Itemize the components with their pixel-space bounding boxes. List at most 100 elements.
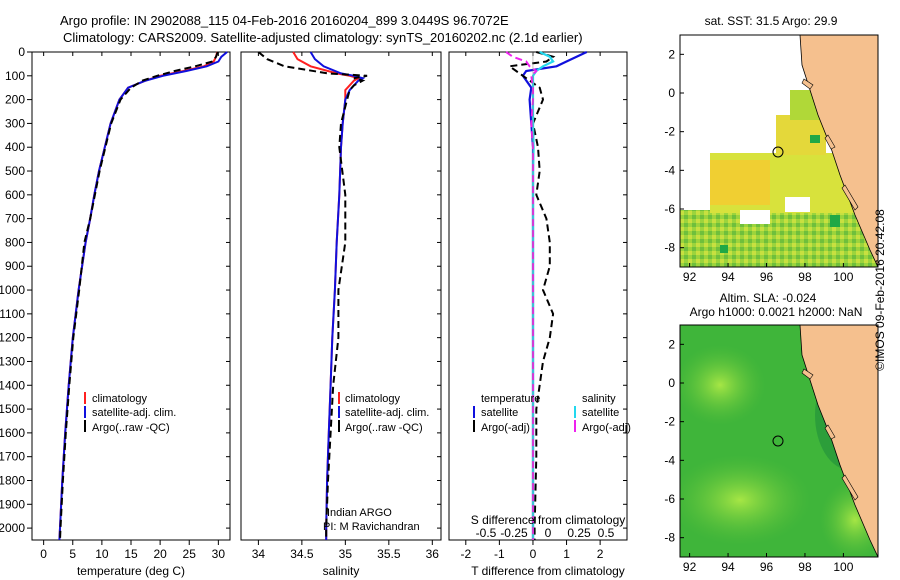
x-tick-label: 2 bbox=[597, 547, 604, 561]
x-tick-label: 35 bbox=[339, 547, 353, 561]
difference-xaxis: -2 -1 0 1 2 bbox=[460, 52, 604, 561]
salinity-panel: 34 34.5 35 35.5 36 salinity climatology sate… bbox=[240, 51, 442, 578]
temperature-plot-frame bbox=[31, 51, 231, 541]
legend2-satellite-label: satellite-adj. clim. bbox=[345, 407, 429, 419]
temperature-xaxis: 0 5 10 15 20 25 30 bbox=[40, 52, 225, 561]
difference-series bbox=[505, 51, 588, 540]
difference-xlabel: T difference from climatology bbox=[471, 564, 625, 578]
temperature-legend: climatology satellite-adj. clim. Argo(..… bbox=[84, 392, 176, 434]
depth-tick-label: 1600 bbox=[0, 426, 25, 440]
imos-watermark: ©IMOS 09-Feb-2016 20:42:08 bbox=[873, 209, 887, 371]
legend3-sal-argo-label: Argo(-adj) bbox=[582, 422, 631, 434]
x-tick-label: 0 bbox=[530, 547, 537, 561]
depth-tick-label: 2000 bbox=[0, 521, 25, 535]
legend2-argo-label: Argo(..raw -QC) bbox=[345, 422, 423, 434]
x-tick-label: 0 bbox=[40, 547, 47, 561]
legend-satellite-label: satellite-adj. clim. bbox=[92, 407, 176, 419]
sst-patch-green3 bbox=[720, 245, 728, 253]
legend2-climatology-label: climatology bbox=[345, 393, 401, 405]
depth-tick-label: 1700 bbox=[0, 450, 25, 464]
lat-tick-label: -4 bbox=[664, 163, 675, 177]
sla-field-blob3 bbox=[680, 345, 765, 425]
depth-tick-label: 1100 bbox=[0, 307, 25, 321]
sst-island-mentawai bbox=[841, 184, 859, 211]
sla-map-title2: Argo h1000: 0.0021 h2000: NaN bbox=[690, 305, 863, 319]
sla-map: Altim. SLA: -0.024 Argo h1000: 0.0021 h2… bbox=[664, 291, 879, 574]
sst-patch-green1 bbox=[810, 135, 820, 143]
lat-tick-label: 0 bbox=[668, 86, 675, 100]
lat-tick-label: -8 bbox=[664, 241, 675, 255]
depth-tick-label: 400 bbox=[5, 140, 25, 154]
series-line-satellite-adj-clim- bbox=[309, 51, 366, 540]
temperature-panel: 0100200300400500600700800900100011001200… bbox=[0, 45, 627, 578]
series-line-argo-raw-qc- bbox=[257, 51, 368, 540]
series-line-climatology bbox=[58, 51, 219, 541]
lon-tick-label: 98 bbox=[798, 560, 812, 574]
credit-line2: PI: M Ravichandran bbox=[323, 521, 420, 533]
lon-tick-label: 92 bbox=[683, 270, 697, 284]
x-tick-label: 36 bbox=[426, 547, 440, 561]
lon-tick-label: 94 bbox=[721, 560, 735, 574]
sst-map-title: sat. SST: 31.5 Argo: 29.9 bbox=[705, 14, 838, 28]
sla-map-frame bbox=[679, 324, 879, 558]
x-tick-label: 5 bbox=[69, 547, 76, 561]
depth-tick-label: 900 bbox=[5, 259, 25, 273]
legend3-temp-satellite-label: satellite bbox=[481, 407, 518, 419]
depth-tick-label: 1800 bbox=[0, 473, 25, 487]
s-diff-tick-label: 0.25 bbox=[567, 526, 591, 540]
difference-legend: temperature satellite Argo(-adj) salinit… bbox=[473, 393, 631, 434]
sla-map-axes: 2 0 -2 -4 -6 -8 92 94 96 98 100 bbox=[664, 337, 853, 574]
lon-tick-label: 94 bbox=[721, 270, 735, 284]
difference-plot-frame bbox=[448, 51, 628, 541]
sst-gap1 bbox=[740, 210, 770, 224]
legend3-temp-argo-label: Argo(-adj) bbox=[481, 422, 530, 434]
x-tick-label: -2 bbox=[460, 547, 471, 561]
salinity-difference-ticks: -0.5 -0.25 0 0.25 0.5 bbox=[476, 526, 615, 540]
temperature-xlabel: temperature (deg C) bbox=[77, 564, 185, 578]
x-tick-label: 10 bbox=[95, 547, 109, 561]
lat-tick-label: -8 bbox=[664, 531, 675, 545]
series-line-climatology bbox=[292, 51, 362, 540]
lon-tick-label: 92 bbox=[683, 560, 697, 574]
lat-tick-label: -6 bbox=[664, 202, 675, 216]
sla-field-blob1 bbox=[680, 455, 810, 545]
x-tick-label: 34.5 bbox=[290, 547, 314, 561]
depth-tick-label: 200 bbox=[5, 93, 25, 107]
depth-tick-label: 100 bbox=[5, 69, 25, 83]
series-line-temperature-argo-adj- bbox=[506, 51, 556, 540]
series-line-satellite-adj-clim- bbox=[58, 51, 228, 541]
series-line-argo-raw-qc- bbox=[59, 51, 219, 541]
s-diff-tick-label: -0.25 bbox=[500, 526, 528, 540]
x-tick-label: 30 bbox=[212, 547, 226, 561]
legend3-sal-satellite-label: satellite bbox=[582, 407, 619, 419]
lon-tick-label: 96 bbox=[760, 270, 774, 284]
legend-climatology-label: climatology bbox=[92, 393, 148, 405]
salinity-plot-frame bbox=[240, 51, 442, 541]
lon-tick-label: 98 bbox=[798, 270, 812, 284]
legend3-salinity-heading: salinity bbox=[582, 393, 616, 405]
sst-argo-position-marker bbox=[772, 146, 784, 158]
header-line1: Argo profile: IN 2902088_115 04-Feb-2016… bbox=[60, 13, 509, 28]
difference-panel: -2 -1 0 1 2 T difference from climatology S … bbox=[448, 51, 631, 578]
sst-map: sat. SST: 31.5 Argo: 29.9 20-2-4-6-89 bbox=[664, 14, 879, 284]
depth-tick-label: 800 bbox=[5, 235, 25, 249]
x-tick-label: 20 bbox=[153, 547, 167, 561]
sla-island-simeulue bbox=[801, 368, 814, 380]
sla-island-nias bbox=[824, 424, 836, 440]
x-tick-label: 1 bbox=[563, 547, 570, 561]
credit-line1: Indian ARGO bbox=[327, 507, 392, 519]
sst-island-simeulue bbox=[801, 78, 814, 90]
depth-tick-label: 500 bbox=[5, 164, 25, 178]
lat-tick-label: 0 bbox=[668, 376, 675, 390]
lat-tick-label: 2 bbox=[668, 337, 675, 351]
lon-tick-label: 96 bbox=[760, 560, 774, 574]
lat-tick-label: 2 bbox=[668, 47, 675, 61]
sst-patch-south bbox=[680, 210, 878, 267]
depth-tick-label: 1300 bbox=[0, 354, 25, 368]
s-diff-tick-label: 0.5 bbox=[598, 526, 615, 540]
depth-tick-label: 700 bbox=[5, 212, 25, 226]
legend3-temperature-heading: temperature bbox=[481, 393, 540, 405]
depth-tick-label: 600 bbox=[5, 188, 25, 202]
sla-map-title1: Altim. SLA: -0.024 bbox=[720, 291, 817, 305]
legend-argo-label: Argo(..raw -QC) bbox=[92, 422, 170, 434]
